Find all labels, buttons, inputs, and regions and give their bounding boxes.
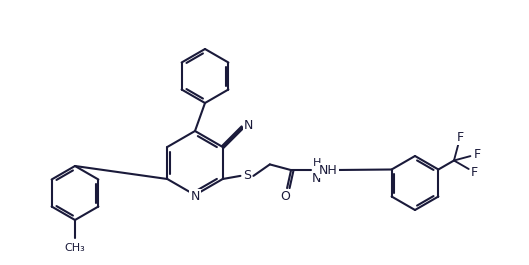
Text: S: S bbox=[243, 169, 251, 182]
Text: NH: NH bbox=[319, 164, 338, 176]
Text: CH₃: CH₃ bbox=[65, 243, 85, 253]
Text: F: F bbox=[471, 166, 478, 179]
Text: O: O bbox=[280, 189, 290, 203]
Text: N: N bbox=[312, 172, 322, 185]
Text: H: H bbox=[313, 158, 322, 168]
Text: N: N bbox=[244, 119, 253, 132]
Text: F: F bbox=[457, 131, 464, 144]
Text: F: F bbox=[473, 148, 481, 161]
Text: N: N bbox=[190, 189, 199, 202]
